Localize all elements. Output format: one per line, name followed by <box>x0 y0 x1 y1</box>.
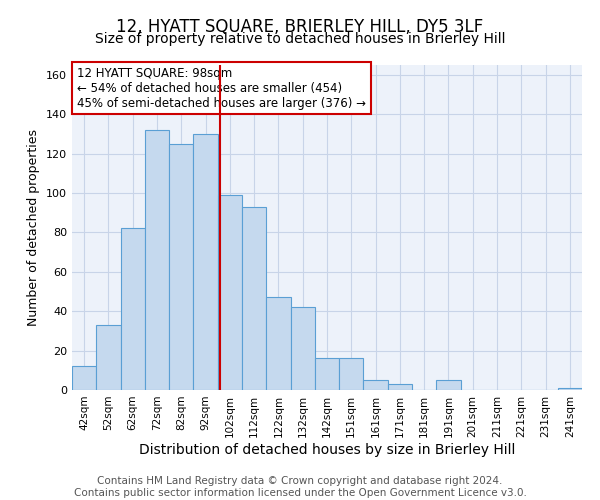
Text: 12, HYATT SQUARE, BRIERLEY HILL, DY5 3LF: 12, HYATT SQUARE, BRIERLEY HILL, DY5 3LF <box>116 18 484 36</box>
Bar <box>266 298 290 390</box>
Text: 12 HYATT SQUARE: 98sqm
← 54% of detached houses are smaller (454)
45% of semi-de: 12 HYATT SQUARE: 98sqm ← 54% of detached… <box>77 66 366 110</box>
Bar <box>121 228 145 390</box>
Bar <box>558 388 582 390</box>
Bar <box>218 195 242 390</box>
Text: Contains HM Land Registry data © Crown copyright and database right 2024.
Contai: Contains HM Land Registry data © Crown c… <box>74 476 526 498</box>
Text: Size of property relative to detached houses in Brierley Hill: Size of property relative to detached ho… <box>95 32 505 46</box>
Bar <box>436 380 461 390</box>
Bar <box>96 325 121 390</box>
Bar <box>364 380 388 390</box>
X-axis label: Distribution of detached houses by size in Brierley Hill: Distribution of detached houses by size … <box>139 442 515 456</box>
Bar <box>339 358 364 390</box>
Bar <box>72 366 96 390</box>
Bar <box>193 134 218 390</box>
Bar <box>315 358 339 390</box>
Y-axis label: Number of detached properties: Number of detached properties <box>28 129 40 326</box>
Bar <box>388 384 412 390</box>
Bar <box>290 308 315 390</box>
Bar <box>145 130 169 390</box>
Bar <box>242 207 266 390</box>
Bar <box>169 144 193 390</box>
